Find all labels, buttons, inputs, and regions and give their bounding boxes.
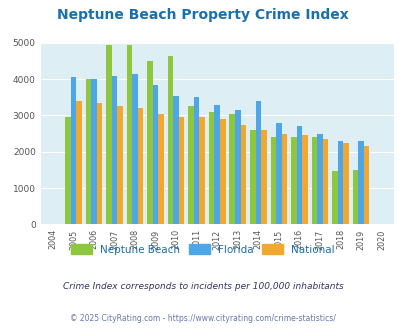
Bar [260,130,266,224]
Bar [301,135,307,224]
Bar [188,106,194,224]
Text: Crime Index corresponds to incidents per 100,000 inhabitants: Crime Index corresponds to incidents per… [62,282,343,291]
Bar [229,114,234,224]
Bar [147,61,152,224]
Bar [173,95,179,224]
Text: Neptune Beach Property Crime Index: Neptune Beach Property Crime Index [57,8,348,22]
Legend: Neptune Beach, Florida, National: Neptune Beach, Florida, National [68,241,337,258]
Bar [85,79,91,224]
Bar [296,126,301,224]
Bar [255,101,260,224]
Bar [234,110,240,224]
Bar [281,134,286,224]
Bar [214,105,220,224]
Bar [209,112,214,224]
Bar [126,45,132,224]
Bar [270,137,275,224]
Bar [76,101,81,224]
Bar [275,123,281,224]
Bar [152,84,158,224]
Bar [96,103,102,224]
Bar [132,74,138,224]
Bar [179,117,184,224]
Bar [220,119,225,224]
Bar [167,56,173,224]
Bar [363,147,369,224]
Bar [138,108,143,224]
Bar [316,134,322,224]
Bar [106,45,111,224]
Bar [290,137,296,224]
Bar [352,170,357,224]
Bar [65,117,70,224]
Bar [249,130,255,224]
Bar [158,114,164,224]
Bar [194,97,199,224]
Bar [117,106,123,224]
Bar [311,137,316,224]
Text: © 2025 CityRating.com - https://www.cityrating.com/crime-statistics/: © 2025 CityRating.com - https://www.city… [70,314,335,323]
Bar [111,76,117,224]
Bar [70,77,76,224]
Bar [322,139,327,224]
Bar [240,124,245,224]
Bar [357,141,363,224]
Bar [91,79,96,224]
Bar [331,171,337,224]
Bar [199,117,205,224]
Bar [337,141,342,224]
Bar [342,143,348,224]
